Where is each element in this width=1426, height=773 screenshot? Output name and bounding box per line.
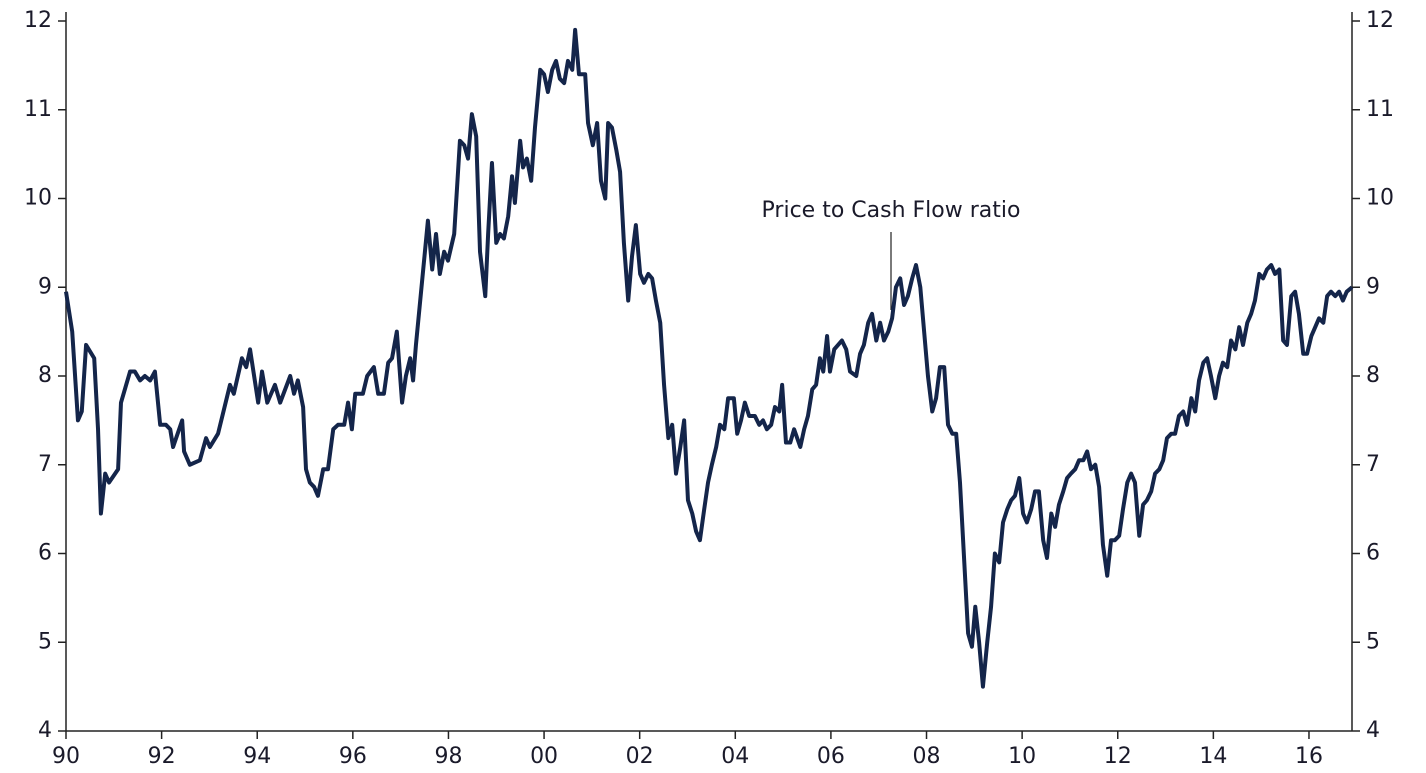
y-tick-label: 10 <box>24 186 52 211</box>
y2-tick-label: 7 <box>1366 452 1380 477</box>
x-tick-label: 16 <box>1295 744 1323 769</box>
y2-tick-label: 11 <box>1366 97 1394 122</box>
x-tick-label: 90 <box>52 744 80 769</box>
x-tick-label: 98 <box>434 744 462 769</box>
y2-tick-label: 4 <box>1366 718 1380 743</box>
y-tick-label: 7 <box>38 452 52 477</box>
y2-tick-label: 9 <box>1366 274 1380 299</box>
y2-tick-label: 5 <box>1366 629 1380 654</box>
y-tick-label: 11 <box>24 97 52 122</box>
y-tick-label: 12 <box>24 8 52 33</box>
y-tick-label: 9 <box>38 274 52 299</box>
x-tick-label: 06 <box>817 744 845 769</box>
y-tick-label: 8 <box>38 363 52 388</box>
x-tick-label: 04 <box>721 744 749 769</box>
x-tick-label: 02 <box>626 744 654 769</box>
y2-tick-label: 8 <box>1366 363 1380 388</box>
annotation: Price to Cash Flow ratio <box>762 198 1021 223</box>
x-tick-label: 00 <box>530 744 558 769</box>
x-tick-label: 12 <box>1104 744 1132 769</box>
x-tick-label: 92 <box>148 744 176 769</box>
y2-tick-label: 10 <box>1366 186 1394 211</box>
x-tick-label: 94 <box>243 744 271 769</box>
x-tick-label: 14 <box>1199 744 1227 769</box>
y2-tick-label: 6 <box>1366 541 1380 566</box>
x-tick-label: 10 <box>1008 744 1036 769</box>
x-tick-label: 96 <box>339 744 367 769</box>
y-tick-label: 5 <box>38 629 52 654</box>
y-tick-label: 6 <box>38 541 52 566</box>
data-line <box>64 27 1354 689</box>
x-tick-label: 08 <box>913 744 941 769</box>
y2-tick-label: 12 <box>1366 8 1394 33</box>
y-tick-label: 4 <box>38 718 52 743</box>
